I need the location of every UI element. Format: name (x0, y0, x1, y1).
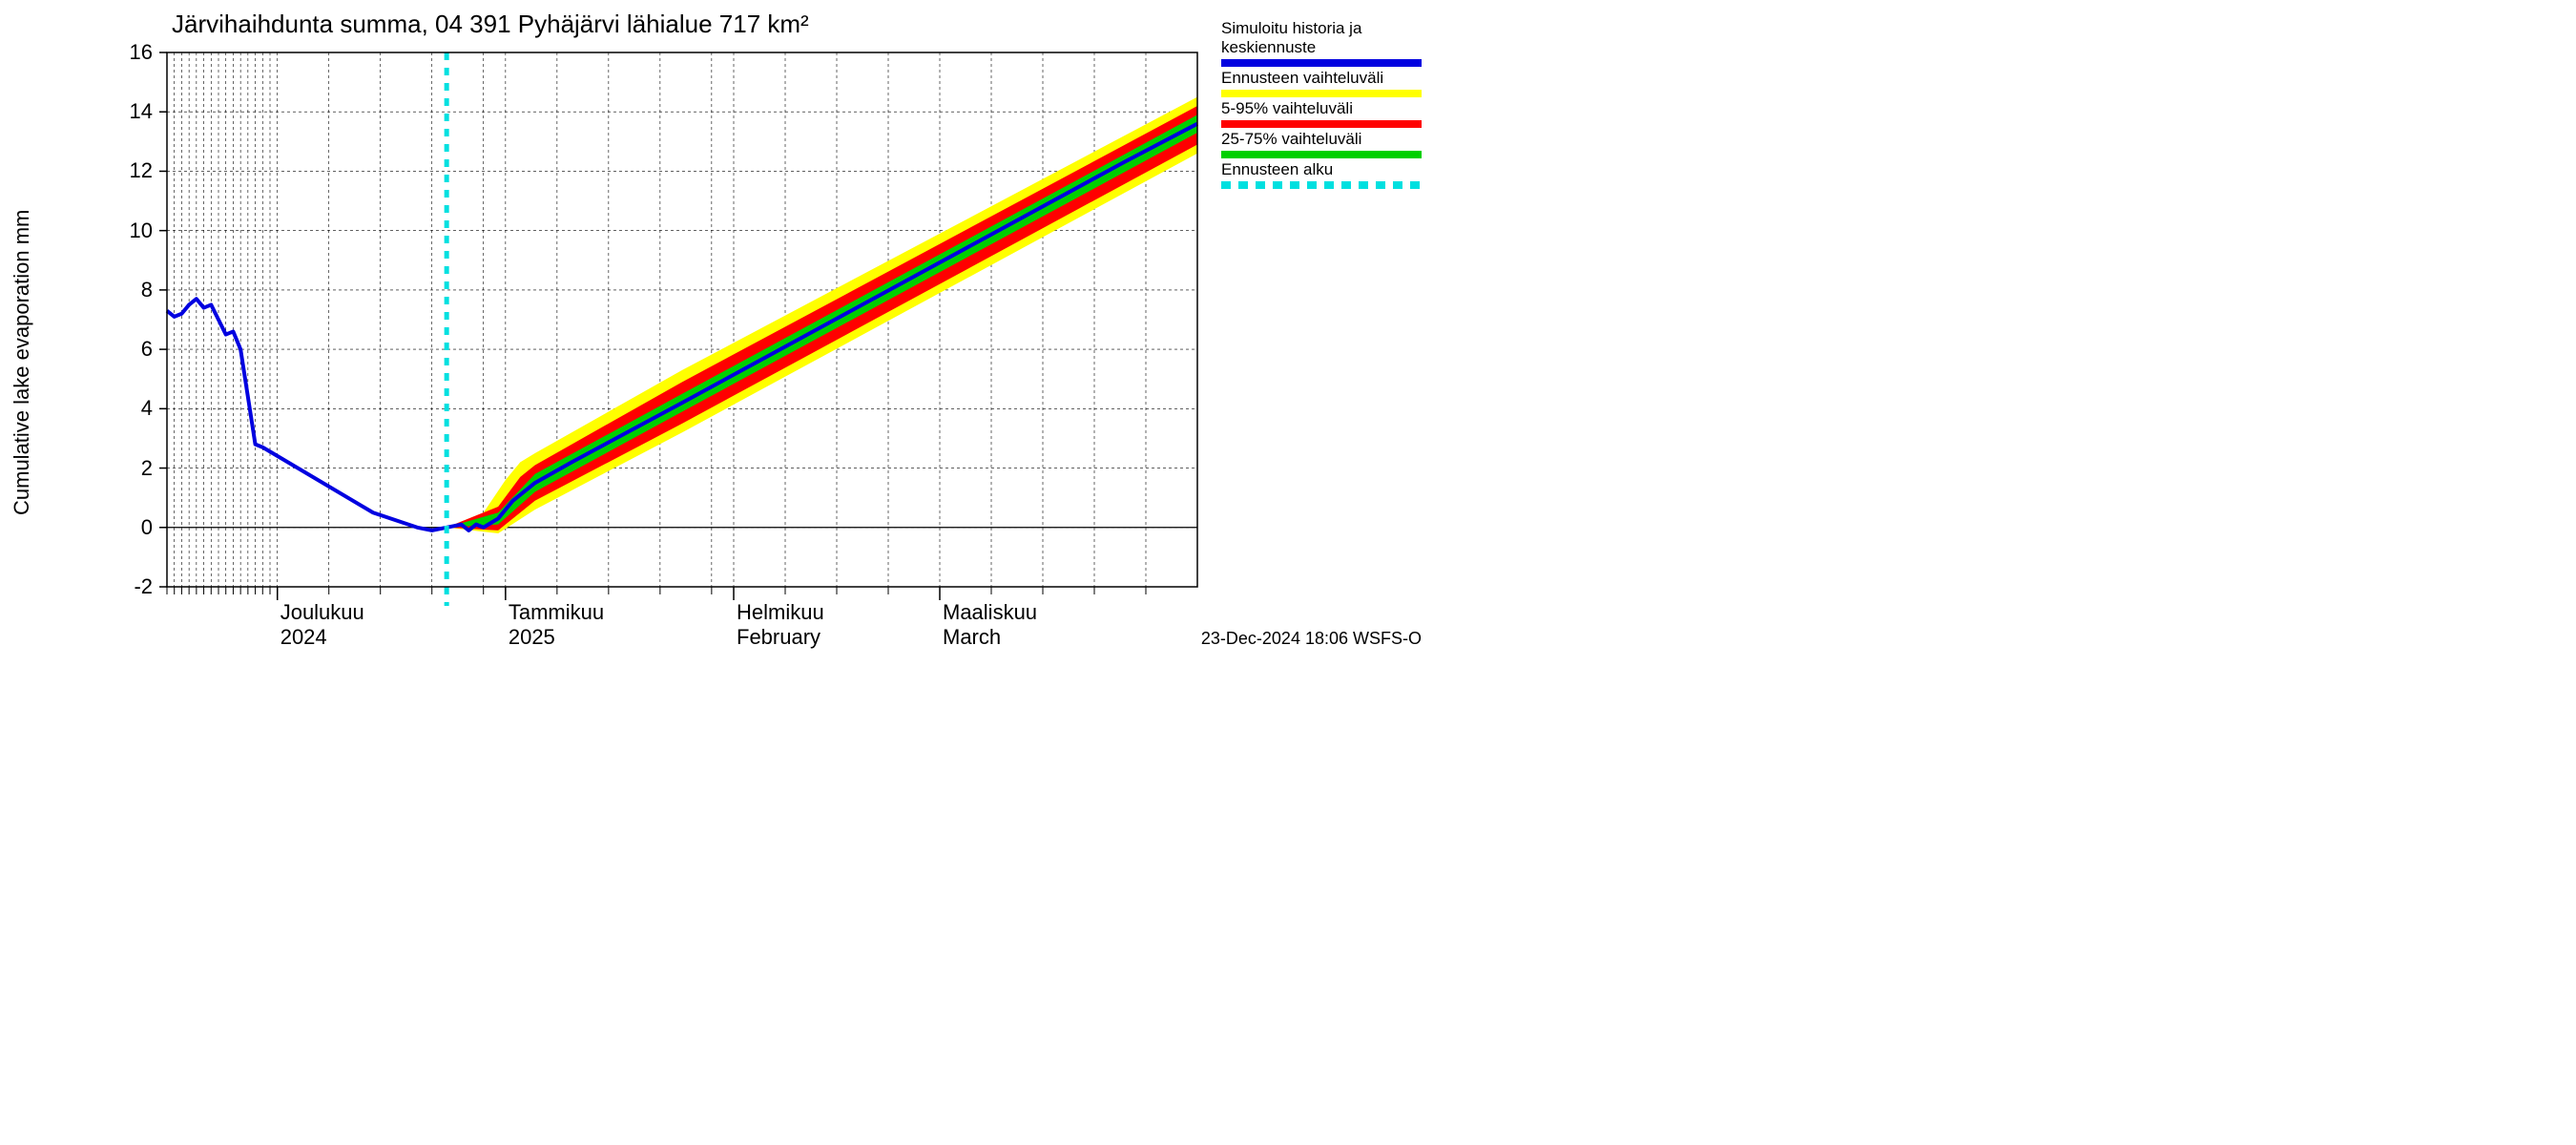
legend-swatch (1221, 181, 1422, 189)
y-tick-label: 6 (105, 337, 153, 362)
legend-label: 5-95% vaihteluväli (1221, 99, 1422, 118)
legend-label: 25-75% vaihteluväli (1221, 130, 1422, 149)
y-tick-label: 10 (105, 219, 153, 243)
footer-timestamp: 23-Dec-2024 18:06 WSFS-O (1201, 629, 1422, 649)
y-tick-label: 4 (105, 396, 153, 421)
legend-item: 5-95% vaihteluväli (1221, 99, 1422, 128)
legend-item: 25-75% vaihteluväli (1221, 130, 1422, 158)
x-month-label: Helmikuu (737, 600, 824, 625)
legend-label: Ennusteen vaihteluväli (1221, 69, 1422, 88)
plot-area (0, 0, 1431, 668)
y-tick-label: 0 (105, 515, 153, 540)
legend-swatch (1221, 59, 1422, 67)
x-month-label: Joulukuu (280, 600, 364, 625)
legend-swatch (1221, 120, 1422, 128)
y-tick-label: 16 (105, 40, 153, 65)
y-axis-label: Cumulative lake evaporation mm (10, 210, 34, 515)
legend-item: Ennusteen vaihteluväli (1221, 69, 1422, 97)
legend-label: Ennusteen alku (1221, 160, 1422, 179)
x-month-label: Tammikuu (509, 600, 604, 625)
x-year-label: February (737, 625, 821, 650)
y-tick-label: 2 (105, 456, 153, 481)
legend-item: Ennusteen alku (1221, 160, 1422, 189)
legend-swatch (1221, 90, 1422, 97)
legend-label: Simuloitu historia ja keskiennuste (1221, 19, 1422, 57)
legend: Simuloitu historia ja keskiennuste Ennust… (1221, 19, 1422, 191)
legend-swatch (1221, 151, 1422, 158)
chart-title: Järvihaihdunta summa, 04 391 Pyhäjärvi l… (172, 10, 809, 39)
y-tick-label: -2 (105, 574, 153, 599)
x-year-label: 2025 (509, 625, 555, 650)
x-year-label: 2024 (280, 625, 327, 650)
x-year-label: March (943, 625, 1001, 650)
y-tick-label: 12 (105, 158, 153, 183)
y-tick-label: 14 (105, 99, 153, 124)
y-tick-label: 8 (105, 278, 153, 302)
chart-container: Järvihaihdunta summa, 04 391 Pyhäjärvi l… (0, 0, 1431, 668)
legend-item: Simuloitu historia ja keskiennuste (1221, 19, 1422, 67)
x-month-label: Maaliskuu (943, 600, 1037, 625)
